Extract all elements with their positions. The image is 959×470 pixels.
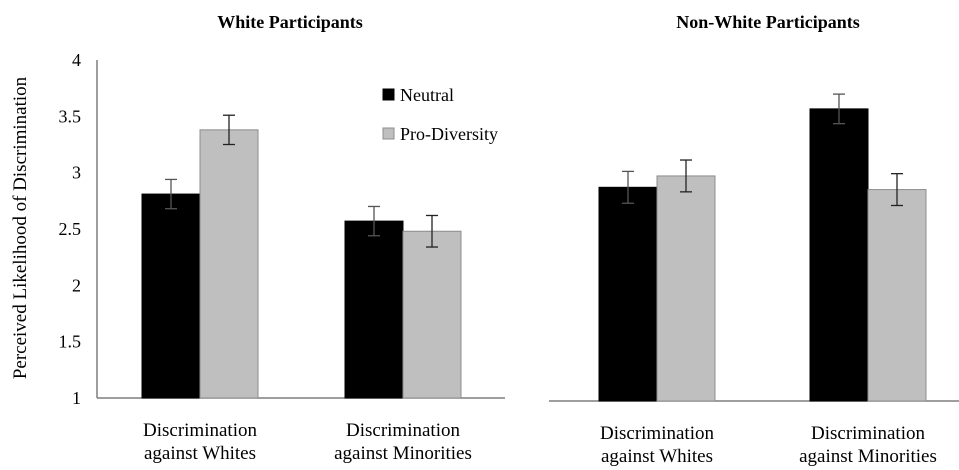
x-category-label-line: Discrimination: [811, 423, 925, 444]
legend-swatch: [382, 88, 395, 101]
y-axis-label: Perceived Likelihood of Discrimination: [10, 76, 31, 379]
x-category-label-line: Discrimination: [600, 423, 714, 444]
y-tick-label: 4: [72, 50, 81, 70]
bar-pro-diversity: [402, 230, 462, 399]
x-category-label: Discrimination against Whites: [600, 423, 714, 467]
chart-white-participants: White Participants 1 1.5 2 2.5 3 3.5 4 Perceived…: [10, 12, 505, 464]
x-category-label: Discrimination against Minorities: [799, 423, 937, 467]
legend-swatch: [382, 127, 395, 140]
x-category-label-line: Discrimination: [346, 420, 460, 441]
legend-label: Pro-Diversity: [400, 124, 498, 144]
bar-neutral: [344, 220, 404, 399]
x-category-label-line: against Minorities: [799, 446, 937, 467]
y-tick-label: 3: [72, 163, 81, 183]
bar-pro-diversity: [199, 129, 259, 399]
x-category-label: Discrimination against Whites: [143, 420, 257, 464]
chart-title: White Participants: [217, 12, 363, 32]
y-tick-label: 2.5: [59, 219, 82, 239]
x-category-label-line: against Minorities: [334, 443, 472, 464]
chart-title: Non-White Participants: [676, 12, 860, 32]
y-tick-label: 2: [72, 275, 81, 295]
bar-neutral: [809, 108, 869, 402]
bar-pro-diversity: [867, 189, 927, 402]
legend-label: Neutral: [400, 85, 454, 105]
y-tick-label: 1.5: [59, 332, 82, 352]
x-category-label-line: against Whites: [144, 443, 256, 464]
bar-neutral: [598, 186, 658, 402]
x-category-label-line: against Whites: [601, 446, 713, 467]
y-tick-label: 3.5: [59, 106, 82, 126]
y-tick-label: 1: [72, 388, 81, 408]
x-category-label-line: Discrimination: [143, 420, 257, 441]
bar-neutral: [141, 193, 201, 399]
x-category-label: Discrimination against Minorities: [334, 420, 472, 464]
bar-pro-diversity: [656, 175, 716, 402]
